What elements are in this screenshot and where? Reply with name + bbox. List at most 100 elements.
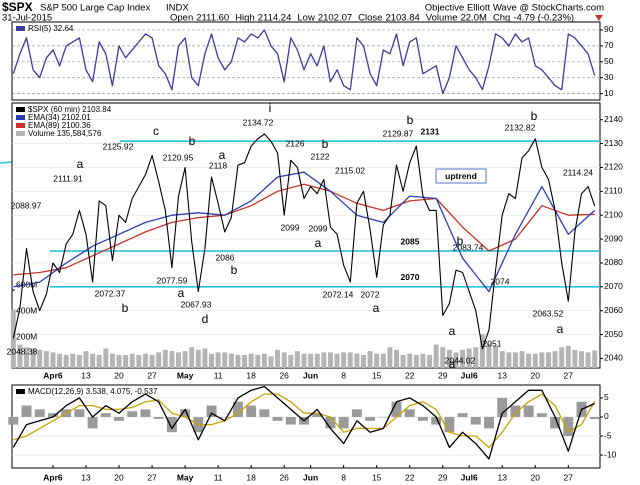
y-tick-label: -10 xyxy=(604,449,617,459)
volume-bar xyxy=(589,416,600,420)
volume-bar xyxy=(43,351,49,368)
volume-bar xyxy=(255,355,261,368)
wave-label: a xyxy=(449,357,456,371)
price-label: 2077.59 xyxy=(157,275,188,285)
price-label: 2074 xyxy=(491,276,510,286)
price-label: 2111.91 xyxy=(53,173,83,183)
volume-bar xyxy=(545,352,551,368)
index-name: S&P 500 Large Cap Index xyxy=(40,3,150,14)
series-line xyxy=(12,29,596,95)
volume-bar xyxy=(314,353,320,368)
x-tick-label: 8 xyxy=(341,472,346,482)
y-tick-label: 0 xyxy=(604,411,609,421)
volume-bar xyxy=(100,413,111,417)
quote-label: Low xyxy=(297,13,315,24)
volume-bar xyxy=(413,355,419,368)
quote-value: 2111.60 xyxy=(196,13,229,24)
volume-bar xyxy=(446,349,452,368)
volume-bar xyxy=(103,348,109,368)
price-label: 2120.95 xyxy=(163,152,194,162)
y-tick-label: 2130 xyxy=(604,138,623,148)
volume-bar xyxy=(497,397,508,417)
status-box xyxy=(435,168,487,184)
volume-bar xyxy=(391,401,402,417)
volume-bar xyxy=(470,416,481,425)
wave-label: a xyxy=(449,324,456,338)
volume-bar xyxy=(536,413,547,417)
volume-bar xyxy=(592,350,598,368)
volume-bar xyxy=(294,351,300,368)
volume-bar xyxy=(209,353,215,368)
price-label: 2072.37 xyxy=(95,288,126,298)
down-arrow xyxy=(595,15,603,21)
x-tick-label: 13 xyxy=(81,370,91,380)
quote-label: Close xyxy=(358,13,382,24)
volume-bar xyxy=(114,416,124,421)
x-tick-label: 20 xyxy=(531,472,541,482)
volume-bar xyxy=(572,349,578,368)
volume-bar xyxy=(427,355,433,368)
y2-tick-label: 400M xyxy=(16,305,37,315)
x-tick-label: 11 xyxy=(214,370,223,380)
y-tick-label: 2090 xyxy=(604,233,623,243)
date: 31-Jul-2015 xyxy=(2,13,52,24)
x-tick-label: 26 xyxy=(279,472,289,482)
volume-bar xyxy=(195,349,201,368)
wave-label: b xyxy=(457,234,464,248)
quote-label: High xyxy=(235,13,255,24)
volume-bar xyxy=(327,352,333,368)
volume-bar xyxy=(129,353,135,368)
volume-bar xyxy=(539,352,545,368)
volume-bar xyxy=(180,409,191,417)
volume-bar xyxy=(334,353,340,368)
x-tick-label: 27 xyxy=(564,472,574,482)
price-label: 2086 xyxy=(216,252,235,262)
y-tick-label: 2060 xyxy=(604,305,623,315)
volume-bar xyxy=(206,405,217,417)
volume-bar xyxy=(246,405,257,417)
x-tick-label: Jun xyxy=(303,370,318,380)
volume-bar xyxy=(523,405,534,417)
legend-entry: $SPX (60 min) 2103.84 xyxy=(28,105,112,114)
volume-bar xyxy=(57,353,63,368)
y-tick-label: 90 xyxy=(604,24,614,34)
x-tick-label: Jul6 xyxy=(461,472,478,482)
y2-tick-label: 200M xyxy=(16,331,37,341)
volume-bar xyxy=(76,355,82,368)
legend-entry: EMA(89) 2100.36 xyxy=(28,121,91,130)
panel xyxy=(11,102,601,369)
volume-bar xyxy=(136,355,142,368)
volume-bar xyxy=(367,351,373,368)
credit: Objective Elliott Wave @ StockCharts.com xyxy=(425,3,604,14)
volume-bar xyxy=(202,348,208,368)
volume-bar xyxy=(232,401,243,417)
volume-bar xyxy=(493,345,499,368)
price-label: 2048.38 xyxy=(7,346,38,356)
quote-value: -4.79 (-0.23%) xyxy=(513,13,574,24)
x-tick-label: 20 xyxy=(531,370,541,380)
volume-bar xyxy=(215,352,221,368)
legend-swatch xyxy=(16,115,25,120)
x-tick-label: 15 xyxy=(372,472,382,482)
price-label: 2132.82 xyxy=(505,122,536,132)
volume-bar xyxy=(563,416,574,437)
series-line xyxy=(13,183,595,276)
volume-bar xyxy=(162,349,168,368)
volume-bar xyxy=(140,409,151,417)
price-label: 2072.14 xyxy=(323,289,354,299)
volume-bar xyxy=(142,353,148,368)
quote-label: Open xyxy=(170,13,193,24)
volume-bar xyxy=(341,352,347,368)
volume-bar xyxy=(149,355,155,368)
y-tick-label: 2050 xyxy=(604,329,623,339)
volume-bar xyxy=(17,344,23,368)
volume-bar xyxy=(433,344,439,368)
x-tick-label: Jun xyxy=(303,472,318,482)
y-tick-label: 70 xyxy=(604,40,614,50)
volume-bar xyxy=(473,347,479,368)
volume-bar xyxy=(242,355,248,368)
volume-bar xyxy=(116,355,122,368)
volume-bar xyxy=(228,353,234,368)
y-tick-label: 2100 xyxy=(604,209,623,219)
wave-label: i xyxy=(269,101,272,115)
